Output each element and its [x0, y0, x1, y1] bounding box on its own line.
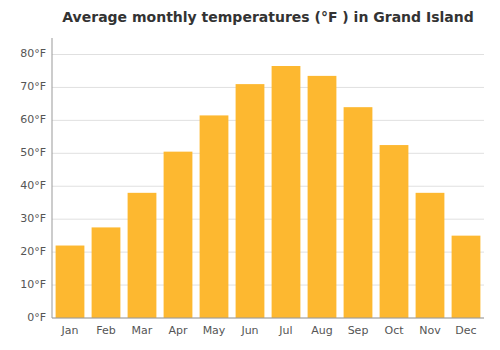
bar — [200, 115, 229, 318]
grid-line — [52, 87, 484, 88]
x-tick-label: Aug — [311, 324, 332, 337]
grid-line — [52, 318, 484, 319]
y-tick-label: 40°F — [20, 179, 46, 192]
y-tick-label: 80°F — [20, 47, 46, 60]
chart-container: Average monthly temperatures (°F ) in Gr… — [0, 0, 500, 350]
grid-line — [52, 54, 484, 55]
x-tick-label: Oct — [384, 324, 404, 337]
x-tick-labels: Jan Feb Mar Apr May Jun Jul Aug Sep Oct Nov Dec — [61, 324, 477, 337]
bar — [416, 193, 445, 318]
x-tick-label: May — [203, 324, 226, 337]
y-tick-labels: 0°F 10°F 20°F 30°F 40°F 50°F 60°F 70°F 80°F — [20, 47, 46, 324]
bars — [56, 66, 481, 318]
bar — [380, 145, 409, 318]
x-tick-label: Sep — [348, 324, 369, 337]
x-tick-label: Jan — [61, 324, 79, 337]
chart-title: Average monthly temperatures (°F ) in Gr… — [62, 9, 473, 25]
x-axis-line — [52, 318, 484, 319]
y-tick-label: 20°F — [20, 245, 46, 258]
bar — [452, 236, 481, 318]
bar — [236, 84, 265, 318]
y-tick-label: 30°F — [20, 212, 46, 225]
x-tick-label: Dec — [455, 324, 476, 337]
y-axis-line — [52, 38, 53, 318]
bar — [92, 227, 121, 318]
grid-line — [52, 153, 484, 154]
x-tick-label: Jul — [278, 324, 292, 337]
bar — [56, 246, 85, 318]
y-tick-label: 0°F — [27, 311, 46, 324]
x-tick-label: Apr — [168, 324, 188, 337]
bar — [344, 107, 373, 318]
y-tick-label: 50°F — [20, 146, 46, 159]
bar — [272, 66, 301, 318]
bar — [128, 193, 157, 318]
x-tick-label: Mar — [132, 324, 153, 337]
chart-svg: Average monthly temperatures (°F ) in Gr… — [0, 0, 500, 350]
y-tick-label: 70°F — [20, 80, 46, 93]
y-grid — [52, 54, 484, 318]
x-tick-label: Feb — [96, 324, 115, 337]
y-tick-label: 60°F — [20, 113, 46, 126]
background — [0, 0, 500, 350]
grid-line — [52, 186, 484, 187]
x-tick-label: Nov — [419, 324, 441, 337]
bar — [308, 76, 337, 318]
y-tick-label: 10°F — [20, 278, 46, 291]
bar — [164, 152, 193, 318]
x-tick-label: Jun — [240, 324, 258, 337]
grid-line — [52, 120, 484, 121]
